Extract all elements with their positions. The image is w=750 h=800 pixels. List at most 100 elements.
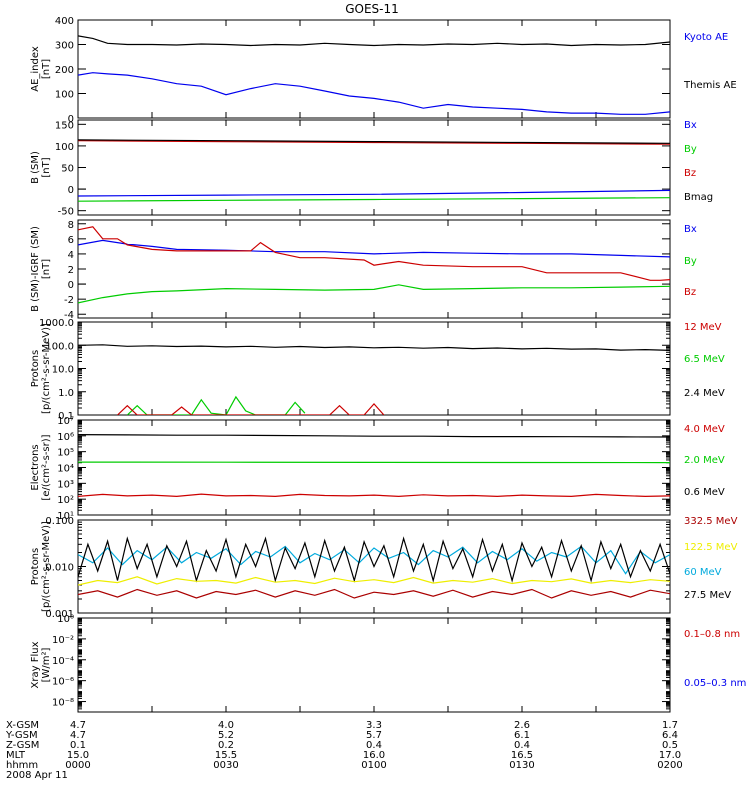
series-line-digrf-0 [78,239,670,258]
y-axis-label-line: [W/m²] [41,647,52,682]
y-axis-label: AE_index[nT] [30,46,52,92]
y-tick-label: 1.0 [58,388,74,399]
footer-value: 6.4 [662,730,678,741]
plot-title: GOES-11 [345,2,399,16]
legend-entry: 2.0 MeV [684,455,725,466]
footer-value: 5.2 [218,730,234,741]
y-tick-label: -4 [64,310,74,321]
series-line-electrons-2 [78,493,670,498]
panel-digrf: -4 -2 0 2 4 6 8 B (SM)-IGRF (SM)[nT] Bx By Bz [30,219,697,321]
legend-entry: By [684,256,697,267]
footer-value: 15.5 [215,750,237,761]
legend-entry: Bx [684,120,697,131]
legend-entry: By [684,144,697,155]
legend-entry: Themis AE [683,80,737,91]
legend-entry: 6.5 MeV [684,354,725,365]
footer-value: 16.5 [511,750,533,761]
panel-frame [77,321,671,416]
y-tick-label: 150 [55,120,74,131]
panel-xray: 10⁻⁸ 10⁻⁶ 10⁻⁴ 10⁻² 10⁰ Xray Flux[W/m²] 0.1–0.… [30,614,746,713]
legend-entry: Bz [684,287,696,298]
footer-value: 17.0 [659,750,681,761]
y-tick-label: 1000.0 [39,318,74,329]
series-line-protons_high-2 [78,576,670,586]
panel-protons_high: 0.0010.0100.100Protons[p/(cm²-s-sr-MeV)]… [30,516,738,620]
footer-value: 0100 [361,760,386,771]
footer-value: 0.1 [70,740,86,751]
footer-row-label: MLT [6,750,26,761]
y-axis-label-line: AE_index [30,46,41,92]
y-tick-label: -50 [58,207,74,218]
series-line-digrf-2 [78,284,670,304]
panel-ae: 0 100 200 300 400 AE_index[nT] Kyoto AE Themis … [30,16,737,125]
y-tick-label: 10⁻² [52,635,74,646]
footer-row-label: Y-GSM [5,730,38,741]
y-axis-label-line: B (SM)-IGRF (SM) [30,226,41,312]
footer-value: 4.0 [218,720,234,731]
y-axis-label-line: Electrons [30,444,41,490]
y-axis-label: B (SM)-IGRF (SM)[nT] [30,226,52,312]
legend-entry: Bx [684,224,697,235]
y-tick-label: 10⁻⁴ [52,656,74,667]
footer-value: 0.5 [662,740,678,751]
y-axis-label: Electrons[e/(cm²-s-sr)] [30,434,52,500]
y-tick-label: 0.1 [58,411,74,422]
panel-protons_low: 0.11.010.0100.01000.0Protons[p/(cm²-s-sr… [30,318,725,422]
y-tick-label: 100 [55,142,74,153]
y-tick-label: 0 [68,280,74,291]
panel-frame [77,219,671,319]
footer-value: 5.7 [366,730,382,741]
y-axis-label-line: [e/(cm²-s-sr)] [41,434,52,500]
y-tick-label: 400 [55,16,74,27]
legend-entry: 332.5 MeV [684,516,738,527]
panel-frame [77,419,671,516]
legend-entry: 60 MeV [684,567,722,578]
y-axis-label-line: Xray Flux [30,641,41,688]
footer-value: 0.2 [218,740,234,751]
y-tick-label: 0 [68,185,74,196]
y-tick-label: 200 [55,65,74,76]
footer-ephemeris: X-GSM 4.7 4.0 3.3 2.6 1.7 Y-GSM 4.7 5.2 5.7 6.1 6.4… [5,720,683,781]
y-axis-label: Protons[p/(cm²-s-sr-MeV)] [30,521,52,612]
y-tick-label: 2 [68,265,74,276]
y-tick-label: 300 [55,41,74,52]
y-tick-label: 50 [61,164,74,175]
panel-electrons: 10¹ 10² 10³ 10⁴ 10⁵ 10⁶ 10⁷ Electrons[e/(cm²-s-… [30,416,725,522]
y-tick-label: 100 [55,90,74,101]
legend-entry: 0.1–0.8 nm [684,629,740,640]
series-line-bsm-3 [78,197,670,202]
legend-entry: 2.4 MeV [684,388,725,399]
footer-value: 4.7 [70,730,86,741]
y-tick-label: 10⁴ [57,464,74,475]
series-line-digrf-1 [78,226,670,281]
y-tick-label: 0 [68,114,74,125]
panel-frame [77,617,671,713]
footer-row-label: X-GSM [6,720,39,731]
y-axis-label: Xray Flux[W/m²] [30,641,52,688]
footer-value: 0030 [213,760,238,771]
y-tick-label: 10⁰ [57,614,74,625]
series-line-protons_high-3 [78,588,670,599]
series-line-electrons-1 [78,461,670,464]
y-tick-label: 0.001 [45,609,74,620]
series-line-bsm-2 [78,189,670,197]
footer-value: 6.1 [514,730,530,741]
y-tick-label: 10¹ [57,511,74,522]
legend-entry: 0.6 MeV [684,487,725,498]
footer-value: 15.0 [67,750,89,761]
footer-value: 0.4 [514,740,530,751]
y-axis-label-line: [nT] [41,59,52,79]
footer-value: 4.7 [70,720,86,731]
y-axis-label-line: Protons [30,350,41,387]
footer-row-label: hhmm [6,760,38,771]
y-axis-label-line: [nT] [41,157,52,177]
y-axis-label-line: [p/(cm²-s-sr-MeV)] [41,323,52,414]
panel-bsm: -50 0 50 100 150 B (SM)[nT] Bx By Bz Bmag [30,119,713,218]
y-tick-label: 10⁻⁸ [52,698,74,709]
y-tick-label: 10⁷ [57,416,74,427]
y-tick-label: 10³ [57,479,74,490]
y-tick-label: 0.100 [45,516,74,527]
y-tick-label: 4 [68,250,74,261]
series-line-protons_low-2 [117,402,385,415]
